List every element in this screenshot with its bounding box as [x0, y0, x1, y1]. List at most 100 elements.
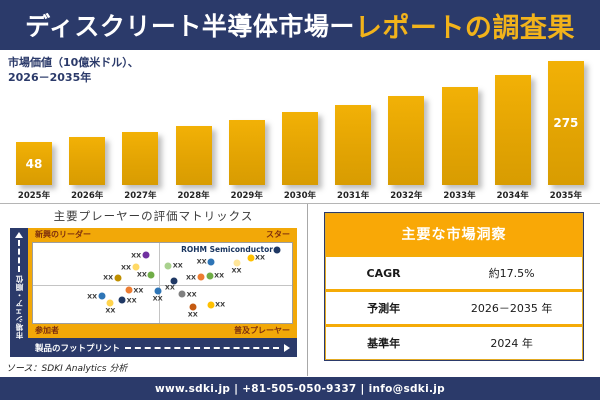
- matrix-title: 主要プレーヤーの評価マトリックス: [53, 209, 254, 223]
- bar-year-label: 2029年: [230, 191, 263, 201]
- chart-caption-line2: 2026－2035年: [8, 70, 92, 84]
- quadrant-labels-bottom: 参加者 普及プレーヤー: [32, 324, 293, 338]
- x-axis-label: 製品のフットプリント: [35, 343, 121, 354]
- insights-table-header: 主要な市場洞察: [326, 214, 582, 254]
- bar-value-label: 48: [25, 156, 43, 171]
- matrix-y-axis: 市場シェア・順位: [10, 228, 28, 357]
- player-dot: XX: [178, 290, 197, 298]
- bar: [441, 87, 478, 185]
- quadrant-label-participants: 参加者: [35, 326, 59, 335]
- source-attribution: ソース：SDKI Analytics 分析: [6, 364, 128, 374]
- player-label: XX: [186, 273, 197, 282]
- bar-year-label: 2028年: [177, 191, 210, 201]
- bar-year-label: 2025年: [17, 191, 51, 201]
- lower-section: 主要プレーヤーの評価マトリックス 市場シェア・順位 新興のリーダー スター XX…: [0, 204, 600, 376]
- header-banner: ディスクリート半導体市場ー レポートの調査果: [0, 0, 600, 50]
- bar-value-label: 275: [553, 116, 579, 130]
- bar-column: 2031年: [331, 105, 375, 201]
- table-row: CAGR 約17.5%: [326, 254, 582, 289]
- bar-year-label: 2030年: [283, 191, 317, 201]
- insights-table: 主要な市場洞察 CAGR 約17.5% 予測年 2026－2035 年 基準年 …: [325, 213, 583, 360]
- bar-year-label: 2033年: [443, 191, 476, 201]
- player-dot: XX: [164, 262, 183, 270]
- player-dot: XX: [137, 271, 155, 279]
- quadrant-label-stars: スター: [266, 230, 290, 239]
- player-label: XX: [152, 294, 163, 303]
- y-axis-dashed-line: [18, 240, 20, 272]
- player-label: XX: [105, 306, 116, 315]
- player-label: XX: [164, 283, 175, 292]
- player-label: XX: [172, 261, 183, 270]
- bar-column: 2028年: [172, 126, 216, 201]
- bar: [335, 105, 372, 185]
- matrix-gold-frame: 新興のリーダー スター XX XX XX XX XX XX XX XX ROHM Semicon…: [28, 228, 297, 338]
- bar-year-label: 2027年: [124, 191, 157, 201]
- bar-chart: 48 2025年 2026年 2027年 2028年 2029年 2030年 2031年 203…: [0, 61, 600, 201]
- bar-column: 48 2025年: [12, 142, 56, 201]
- bar-column: 2033年: [438, 87, 482, 201]
- bar-year-label: 2035年: [549, 191, 582, 201]
- bar-column: 275 2035年: [544, 61, 588, 201]
- evaluation-matrix-panel: 主要プレーヤーの評価マトリックス 市場シェア・順位 新興のリーダー スター XX…: [0, 204, 308, 376]
- player-dot: XX: [232, 259, 242, 274]
- player-dot: XX: [103, 274, 122, 282]
- insights-panel: 主要な市場洞察 CAGR 約17.5% 予測年 2026－2035 年 基準年 …: [308, 204, 600, 376]
- bar-year-label: 2032年: [390, 191, 423, 201]
- bar: [281, 112, 318, 185]
- player-label: XX: [187, 310, 198, 319]
- quadrant-label-emerging-leaders: 新興のリーダー: [35, 230, 91, 239]
- player-dot: XX: [186, 273, 205, 281]
- player-label: XX: [87, 292, 98, 301]
- matrix-x-axis: 製品のフットプリント: [28, 338, 297, 357]
- row-value-base-year: 2024 年: [490, 337, 533, 350]
- player-dot: XX: [131, 251, 150, 259]
- arrow-right-icon: [284, 343, 290, 352]
- player-label: XX: [215, 300, 226, 309]
- player-label: XX: [214, 271, 225, 280]
- bar: [69, 137, 106, 185]
- bar-column: 2030年: [278, 112, 322, 201]
- matrix-plot: XX XX XX XX XX XX XX XX ROHM Semiconductor XX XX XX…: [32, 242, 293, 324]
- player-label: XX: [126, 296, 137, 305]
- bar-column: 2029年: [225, 120, 269, 201]
- bar-year-label: 2031年: [337, 191, 370, 201]
- player-dot: XX: [207, 301, 225, 309]
- quadrant-divider-horizontal: [33, 284, 292, 286]
- y-axis-label: 市場シェア・順位: [14, 275, 24, 339]
- arrow-up-icon: [15, 232, 23, 238]
- player-dot: XX: [121, 263, 140, 271]
- player-dot: XX: [197, 258, 215, 266]
- player-label: XX: [186, 290, 197, 299]
- quadrant-divider-vertical: [158, 243, 160, 323]
- chart-caption: 市場価値（10億米ドル）、 2026－2035年: [8, 56, 139, 86]
- player-label: XX: [231, 266, 242, 275]
- market-value-chart-section: 市場価値（10億米ドル）、 2026－2035年 48 2025年 2026年 202…: [0, 50, 600, 204]
- page-title-yellow: レポートの調査果: [354, 12, 575, 44]
- bar-column: 2034年: [491, 75, 535, 201]
- chart-caption-line1: 市場価値（10億米ドル）、: [8, 56, 139, 69]
- player-dot: XX: [105, 299, 115, 314]
- bar: 275: [547, 61, 584, 185]
- player-dot: ROHM Semiconductor: [181, 245, 281, 254]
- row-value-forecast-years: 2026－2035 年: [470, 302, 553, 315]
- row-label-forecast-years: 予測年: [367, 302, 401, 315]
- evaluation-matrix: 市場シェア・順位 新興のリーダー スター XX XX XX XX XX XX XX XX ROH…: [10, 228, 297, 357]
- quadrant-labels-top: 新興のリーダー スター: [32, 228, 293, 242]
- bar: [494, 75, 531, 185]
- quadrant-label-pervasive-players: 普及プレーヤー: [234, 326, 290, 335]
- player-label: XX: [103, 273, 114, 282]
- player-label-rohm: ROHM Semiconductor: [181, 245, 273, 255]
- player-label: XX: [255, 253, 266, 262]
- player-dot: XX: [153, 287, 163, 303]
- player-label: XX: [121, 263, 132, 272]
- player-dot: XX: [165, 277, 178, 292]
- page-title-white: ディスクリート半導体市場ー: [25, 12, 355, 41]
- bar: [122, 132, 159, 185]
- player-dot: XX: [247, 254, 265, 262]
- player-dot: XX: [118, 296, 137, 304]
- contact-footer: www.sdki.jp | +81-505-050-9337 | info@sd…: [0, 377, 600, 400]
- bar: [175, 126, 212, 185]
- row-value-cagr: 約17.5%: [488, 267, 535, 280]
- player-dot: XX: [125, 286, 143, 294]
- player-label: XX: [131, 251, 142, 260]
